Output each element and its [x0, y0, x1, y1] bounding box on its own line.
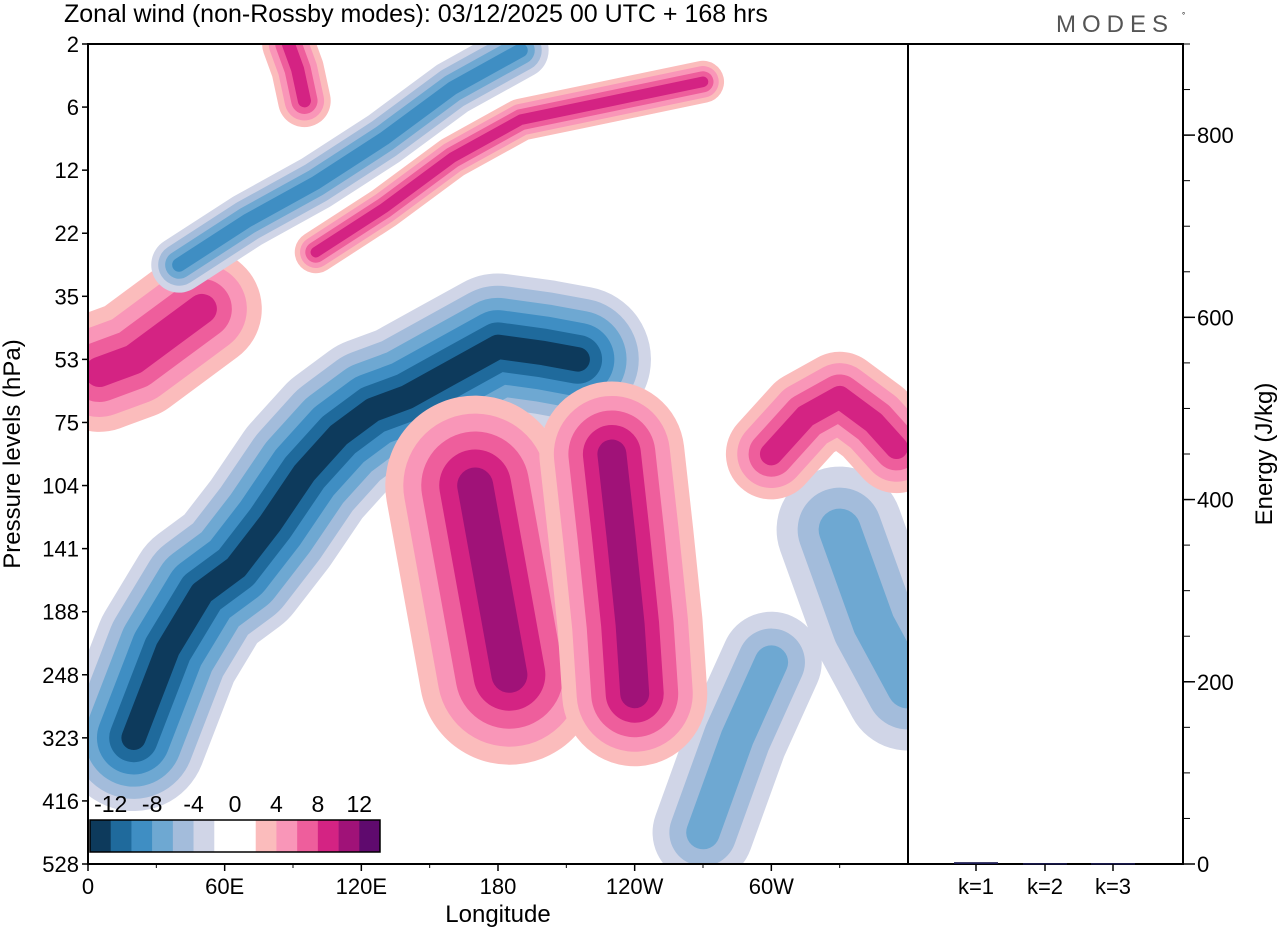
energy-bars: k=1 k=2 k=3	[954, 862, 1135, 899]
contour-feature-strat-neg-1	[151, 44, 549, 293]
colorbar-tick-label: 12	[346, 791, 372, 817]
colorbar-tick-label: -4	[183, 791, 204, 817]
energy-bar	[1023, 863, 1067, 865]
colorbar: -12 -8 -4 0 4 8 12	[89, 791, 381, 853]
energy-tick-label: 800	[1197, 123, 1234, 148]
contour-band	[172, 44, 528, 272]
y-tick-label: 248	[42, 663, 79, 688]
y-tick-label: 6	[67, 95, 79, 120]
colorbar-frame	[89, 819, 381, 853]
energy-tick-label: 600	[1197, 305, 1234, 330]
colorbar-tick-label: 8	[311, 791, 324, 817]
colorbar-swatch	[359, 820, 381, 852]
colorbar-tick-label: -8	[142, 791, 162, 817]
colorbar-swatch	[276, 820, 298, 852]
energy-category-label: k=1	[958, 874, 994, 899]
y-tick-label: 12	[55, 158, 79, 183]
energy-category-label: k=3	[1095, 874, 1131, 899]
energy-axis-label: Energy (J/kg)	[1251, 383, 1278, 526]
y-tick-label: 188	[42, 600, 79, 625]
colorbar-swatch	[90, 820, 112, 852]
contour-feature-pos-left-53	[88, 248, 262, 432]
contour-feature-trop-neg-right2	[652, 611, 822, 864]
contour-band	[457, 467, 528, 693]
energy-bar	[1091, 863, 1135, 865]
energy-tick-label: 200	[1197, 670, 1234, 695]
energy-tick-label: 0	[1197, 852, 1209, 877]
y-tick-label: 416	[42, 789, 79, 814]
contour-band	[686, 645, 789, 850]
energy-tick-label: 400	[1197, 488, 1234, 513]
contour-feature-strat-pos-1	[294, 60, 725, 274]
contour-band	[281, 44, 311, 108]
x-tick-label: 60E	[205, 874, 244, 899]
colorbar-swatch	[152, 820, 174, 852]
contour-band	[759, 385, 908, 466]
y-tick-label: 53	[55, 347, 79, 372]
pressure-axis: 2 6 12 22 35 53 75 104 141 188 248 323 416 528	[42, 32, 88, 877]
colorbar-swatch	[235, 820, 257, 852]
brand-registered-mark: °	[1182, 11, 1185, 20]
colorbar-swatch	[338, 820, 360, 852]
colorbar-tick-label: 4	[270, 791, 283, 817]
colorbar-tick-label: 0	[229, 791, 242, 817]
colorbar-swatch	[172, 820, 194, 852]
contour-field	[88, 44, 908, 864]
energy-bar	[954, 862, 998, 864]
colorbar-swatch	[110, 820, 132, 852]
x-tick-label: 60W	[749, 874, 794, 899]
contour-feature-strat-pos-top	[262, 44, 331, 128]
energy-axis: 0 200 400 600 800	[1183, 43, 1234, 877]
contour-feature-pos-blob-120w	[539, 381, 708, 767]
contour-feature-pos-blob-180	[385, 395, 600, 765]
colorbar-swatch	[214, 820, 236, 852]
x-tick-label: 120W	[606, 874, 664, 899]
y-tick-label: 2	[67, 32, 79, 57]
colorbar-swatch	[193, 820, 215, 852]
y-tick-label: 22	[55, 221, 79, 246]
contour-feature-trop-neg-right	[776, 466, 908, 751]
contour-band	[597, 439, 650, 709]
y-axis-label: Pressure levels (hPa)	[0, 339, 26, 568]
contour-band	[88, 293, 217, 387]
brand-logo: MODES	[1056, 11, 1174, 38]
chart-title: Zonal wind (non-Rossby modes): 03/12/202…	[64, 0, 768, 28]
colorbar-swatch	[317, 820, 339, 852]
contour-band	[310, 76, 709, 258]
colorbar-swatch	[297, 820, 319, 852]
y-tick-label: 528	[42, 852, 79, 877]
x-tick-label: 180	[480, 874, 517, 899]
contour-band	[818, 508, 908, 709]
y-tick-label: 141	[42, 537, 79, 562]
y-tick-label: 104	[42, 474, 79, 499]
colorbar-swatch	[255, 820, 277, 852]
colorbar-swatch	[131, 820, 153, 852]
energy-category-label: k=2	[1027, 874, 1063, 899]
x-tick-label: 120E	[336, 874, 387, 899]
y-tick-label: 35	[55, 284, 79, 309]
contour-feature-trop-neg-main	[88, 273, 651, 812]
contour-band	[121, 334, 590, 750]
y-tick-label: 323	[42, 726, 79, 751]
energy-panel-frame	[907, 43, 1184, 865]
x-tick-label: 0	[82, 874, 94, 899]
contour-feature-pos-blob-ne	[725, 351, 908, 500]
colorbar-tick-label: -12	[94, 791, 127, 817]
longitude-axis: 0 60E 120E 180 120W 60W	[82, 864, 841, 899]
y-tick-label: 75	[55, 410, 79, 435]
x-axis-label: Longitude	[445, 901, 550, 928]
